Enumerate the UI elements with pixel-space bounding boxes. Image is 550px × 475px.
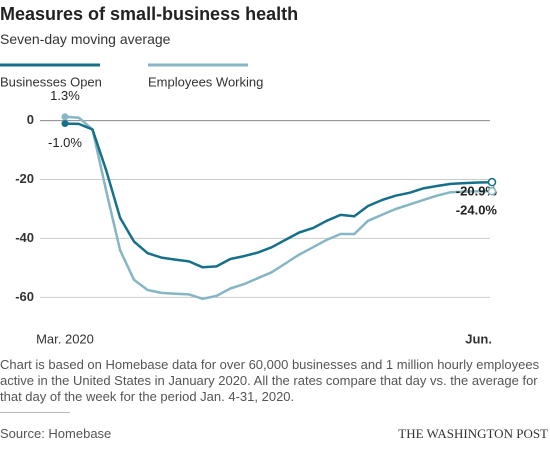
y-tick-label: -20 [15, 171, 34, 186]
chart-subtitle: Seven-day moving average [0, 31, 171, 47]
end-marker [487, 187, 497, 196]
legend-label: Businesses Open [0, 74, 102, 89]
end-marker [487, 177, 497, 187]
series-line [64, 122, 493, 269]
source: Source: Homebase [0, 426, 112, 441]
divider [0, 412, 70, 413]
y-tick-label: -60 [15, 289, 34, 304]
chart-title: Measures of small-business health [0, 4, 299, 24]
value-label: -1.0% [48, 135, 82, 150]
note: Chart is based on Homebase data for over… [0, 357, 540, 404]
x-tick-label: Jun. [465, 331, 492, 346]
legend-label: Employees Working [148, 74, 263, 89]
credit: THE WASHINGTON POST [398, 426, 548, 441]
value-label: 1.3% [50, 88, 80, 103]
start-marker [61, 120, 69, 128]
value-label: -20.9% [456, 184, 498, 199]
y-tick-label: -40 [15, 230, 34, 245]
x-tick-label: Mar. 2020 [36, 331, 94, 346]
start-marker [61, 113, 69, 121]
chart: 0 -20 -40 -60 Mar. 2020 Jun. Businesses Open Em… [0, 63, 498, 346]
value-label: -24.0% [456, 203, 498, 218]
y-tick-label: 0 [27, 112, 34, 127]
series-line [64, 115, 492, 301]
